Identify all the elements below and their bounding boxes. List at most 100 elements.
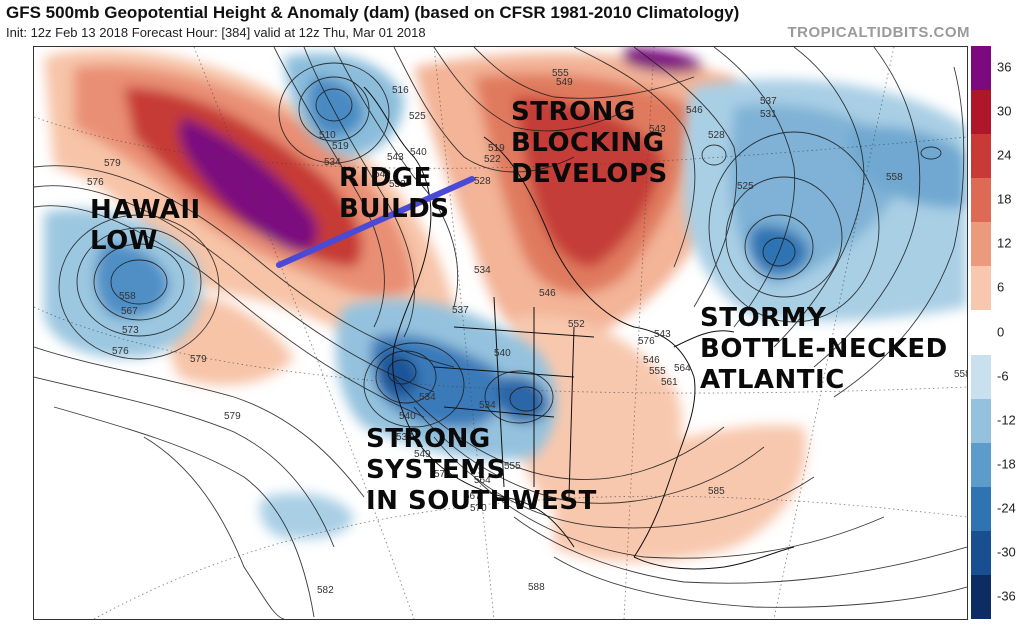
annotation-line: DEVELOPS xyxy=(511,159,668,189)
contour-label: 555 xyxy=(552,68,569,79)
contour-label: 516 xyxy=(392,85,409,96)
atlantic-east-lobe xyxy=(849,126,967,208)
anomaly-colorbar xyxy=(971,46,991,620)
graticule xyxy=(34,47,967,619)
map-subtitle: Init: 12z Feb 13 2018 Forecast Hour: [38… xyxy=(6,25,426,40)
annotation-line: STRONG xyxy=(366,424,491,454)
contour-label: 564 xyxy=(474,475,491,486)
southwest-low-center xyxy=(378,351,419,398)
colorbar-segment xyxy=(971,530,991,576)
brand-watermark: TROPICALTIDBITS.COM xyxy=(787,24,970,41)
annotation-line: BUILDS xyxy=(339,194,450,224)
pacific-ridge-southern-lobe xyxy=(167,295,294,386)
colorbar-tick-label: 18 xyxy=(997,191,1012,207)
colorbar-tick-label: 12 xyxy=(997,235,1012,251)
colorbar-segment xyxy=(971,354,991,400)
colorbar-tick-label: -24 xyxy=(997,500,1016,516)
annotation-line: STORMY xyxy=(700,303,827,333)
annotation-line: RIDGE xyxy=(339,163,432,193)
contour-label: 543 xyxy=(654,329,671,340)
contour-label: 549 xyxy=(414,449,431,460)
annotation-line: IN SOUTHWEST xyxy=(366,486,597,516)
contour-label: 510 xyxy=(319,130,336,141)
north-pacific-ridge-peak xyxy=(178,117,318,253)
contour-label: 588 xyxy=(528,582,545,593)
coastlines xyxy=(363,86,795,570)
ridge-axis-line xyxy=(276,176,475,268)
annotation-strong-systems-southwest: STRONG SYSTEMS IN SOUTHWEST xyxy=(366,424,597,517)
anomaly-map: 579 576 558 567 573 576 579 579 582 516 … xyxy=(34,47,967,619)
contour-label: 549 xyxy=(374,169,391,180)
alaska-low-core xyxy=(307,77,364,137)
contour-label: 552 xyxy=(568,319,585,330)
contour-label: 540 xyxy=(410,147,427,158)
contour-label: 534 xyxy=(474,265,491,276)
colorbar-segment xyxy=(971,266,991,311)
contour-label: 540 xyxy=(494,348,511,359)
annotation-stormy-atlantic: STORMY BOTTLE-NECKED ATLANTIC xyxy=(700,303,948,396)
contour-label: 582 xyxy=(317,585,334,596)
colorbar-segment xyxy=(971,90,991,135)
contour-label: 585 xyxy=(708,486,725,497)
colorbar-tick-label: 0 xyxy=(997,324,1005,339)
annotation-line: SYSTEMS xyxy=(366,455,506,485)
colorbar-tick-label: 30 xyxy=(997,103,1012,119)
contour-label: 525 xyxy=(737,181,754,192)
colorbar-segment xyxy=(971,486,991,532)
contour-label: 570 xyxy=(470,503,487,514)
annotation-line: LOW xyxy=(90,226,158,256)
map-panel: 579 576 558 567 573 576 579 579 582 516 … xyxy=(33,46,968,620)
contour-label: 564 xyxy=(674,363,691,374)
colorbar-segment xyxy=(971,178,991,223)
greenland-block-core xyxy=(514,97,664,267)
contour-label: 525 xyxy=(409,111,426,122)
annotation-line: STRONG xyxy=(511,97,636,127)
arctic-purple-patch xyxy=(624,47,704,73)
contour-label: 546 xyxy=(539,288,556,299)
contour-label: 546 xyxy=(686,105,703,116)
contour-label: 546 xyxy=(643,355,660,366)
contour-label: 576 xyxy=(112,346,129,357)
contour-label: 537 xyxy=(760,96,777,107)
colorbar-tick-label: 24 xyxy=(997,147,1012,163)
contour-label: 576 xyxy=(87,177,104,188)
colorbar-tick-label: -6 xyxy=(997,368,1009,384)
annotation-line: HAWAII xyxy=(90,195,201,225)
contour-label: 543 xyxy=(387,152,404,163)
contour-label: 558 xyxy=(954,369,967,380)
contour-label: 573 xyxy=(434,469,451,480)
annotation-line: BLOCKING xyxy=(511,128,665,158)
contour-label: 558 xyxy=(886,172,903,183)
contour-label: 579 xyxy=(104,158,121,169)
colorbar-tick-label: -18 xyxy=(997,456,1016,472)
contour-label: 519 xyxy=(488,143,505,154)
contour-label: 537 xyxy=(452,305,469,316)
contour-label: 540 xyxy=(399,411,416,422)
contour-label: 555 xyxy=(649,366,666,377)
plains-low-center xyxy=(497,376,549,423)
positive-anomaly-fields xyxy=(44,47,807,562)
contour-label: 552 xyxy=(389,179,406,190)
colorbar-segment xyxy=(971,442,991,488)
contour-label: 534 xyxy=(324,157,341,168)
contour-labels: 579 576 558 567 573 576 579 579 582 516 … xyxy=(87,68,967,596)
contour-label: 528 xyxy=(708,130,725,141)
colorbar-segment xyxy=(971,46,991,91)
colorbar-segment xyxy=(971,134,991,179)
colorbar-tick-label: -36 xyxy=(997,588,1016,604)
height-contours xyxy=(34,47,967,619)
contour-label: 519 xyxy=(332,141,349,152)
annotation-strong-blocking: STRONG BLOCKING DEVELOPS xyxy=(511,97,668,190)
colorbar-segment xyxy=(971,398,991,444)
contour-label: 579 xyxy=(224,411,241,422)
map-title: GFS 500mb Geopotential Height & Anomaly … xyxy=(6,3,740,22)
contour-label: 579 xyxy=(190,354,207,365)
colorbar-tick-label: 36 xyxy=(997,59,1012,75)
contour-label: 555 xyxy=(504,461,521,472)
contour-label: 549 xyxy=(556,77,573,88)
contour-label: 522 xyxy=(484,154,501,165)
hawaii-low-core xyxy=(95,242,169,319)
contour-label: 528 xyxy=(474,176,491,187)
annotation-line: BOTTLE-NECKED xyxy=(700,334,948,364)
contour-label: 567 xyxy=(464,491,481,502)
